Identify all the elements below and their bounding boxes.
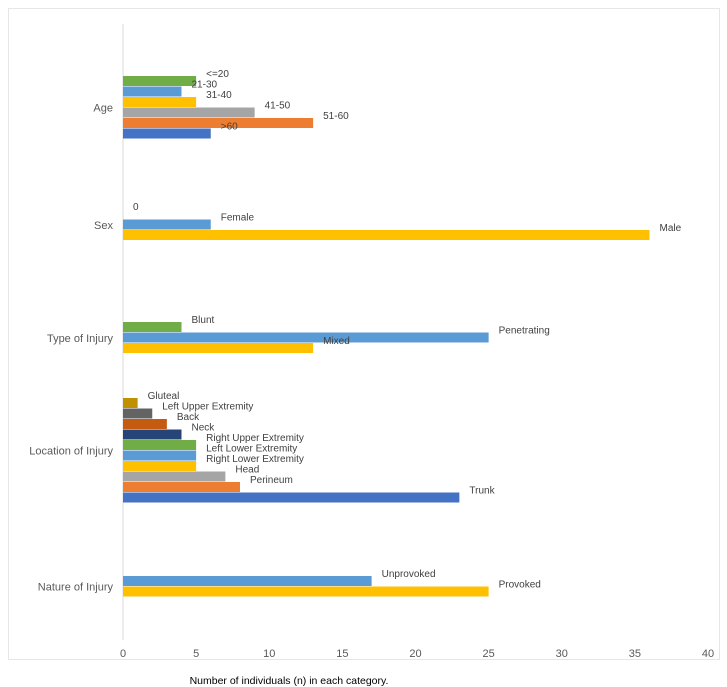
category-label: Sex xyxy=(94,220,113,232)
bar xyxy=(123,230,650,240)
bar xyxy=(123,492,460,503)
bar xyxy=(123,419,167,429)
bar xyxy=(123,343,314,353)
bar xyxy=(123,128,211,139)
bar-label: 31-40 xyxy=(206,90,232,101)
category-labels-layer: Age Sex Type of Injury Location of Injury Na… xyxy=(29,103,113,594)
bar-label: 21-30 xyxy=(192,80,218,91)
bar-label: Gluteal xyxy=(148,391,180,402)
x-tick-label: 15 xyxy=(336,648,348,660)
category-label: Age xyxy=(93,103,113,115)
bar-label: Left Upper Extremity xyxy=(162,402,253,413)
bar xyxy=(123,219,211,230)
bar-label: Right Upper Extremity xyxy=(206,433,304,444)
bar-label: Perineum xyxy=(250,475,293,486)
x-tick-label: 35 xyxy=(629,648,641,660)
bar-label: Trunk xyxy=(469,486,495,497)
bar-label: Head xyxy=(235,465,259,476)
bar xyxy=(123,461,197,471)
x-tick-label: 10 xyxy=(263,648,275,660)
bar-label: Male xyxy=(660,223,682,234)
x-tick-label: 25 xyxy=(483,648,495,660)
x-tick-label: 0 xyxy=(120,648,126,660)
bar-label: 0 xyxy=(133,202,139,213)
bar xyxy=(123,586,489,597)
bar-label: Female xyxy=(221,213,255,224)
bar-label: Left Lower Extremity xyxy=(206,444,297,455)
x-tick-labels-layer: 0 5 10 15 20 25 30 35 40 xyxy=(120,648,714,660)
bar xyxy=(123,118,314,128)
bar xyxy=(123,576,372,586)
chart-frame xyxy=(8,8,720,660)
x-tick-label: 30 xyxy=(556,648,568,660)
bar-label: >60 xyxy=(221,122,238,133)
category-label: Type of Injury xyxy=(47,333,114,345)
bar xyxy=(123,398,138,408)
bar xyxy=(123,97,197,107)
bar xyxy=(123,107,255,118)
bar xyxy=(123,332,489,343)
x-tick-label: 20 xyxy=(409,648,421,660)
bar xyxy=(123,440,197,450)
bar-label: Unprovoked xyxy=(382,569,436,580)
bar xyxy=(123,482,240,492)
category-label: Nature of Injury xyxy=(38,582,114,594)
x-tick-label: 40 xyxy=(702,648,714,660)
x-axis-title: Number of individuals (n) in each catego… xyxy=(190,675,389,687)
bar xyxy=(123,322,182,332)
bar xyxy=(123,429,182,440)
bar xyxy=(123,450,197,461)
bar xyxy=(123,471,226,482)
bar xyxy=(123,76,197,86)
bar xyxy=(123,408,153,419)
bar-label: Blunt xyxy=(192,315,215,326)
bar-label: Mixed xyxy=(323,336,350,347)
bar-label: Neck xyxy=(192,423,216,434)
bar-label: 51-60 xyxy=(323,111,349,122)
x-tick-label: 5 xyxy=(193,648,199,660)
bar-label: Penetrating xyxy=(499,326,550,337)
bar-label: Back xyxy=(177,412,200,423)
bar-label: Right Lower Extremity xyxy=(206,454,304,465)
bar-label: Provoked xyxy=(499,580,541,591)
bar-label: 41-50 xyxy=(265,101,291,112)
bars-layer xyxy=(123,76,650,597)
bar-label: <=20 xyxy=(206,69,229,80)
bar xyxy=(123,86,182,97)
category-label: Location of Injury xyxy=(29,446,113,458)
